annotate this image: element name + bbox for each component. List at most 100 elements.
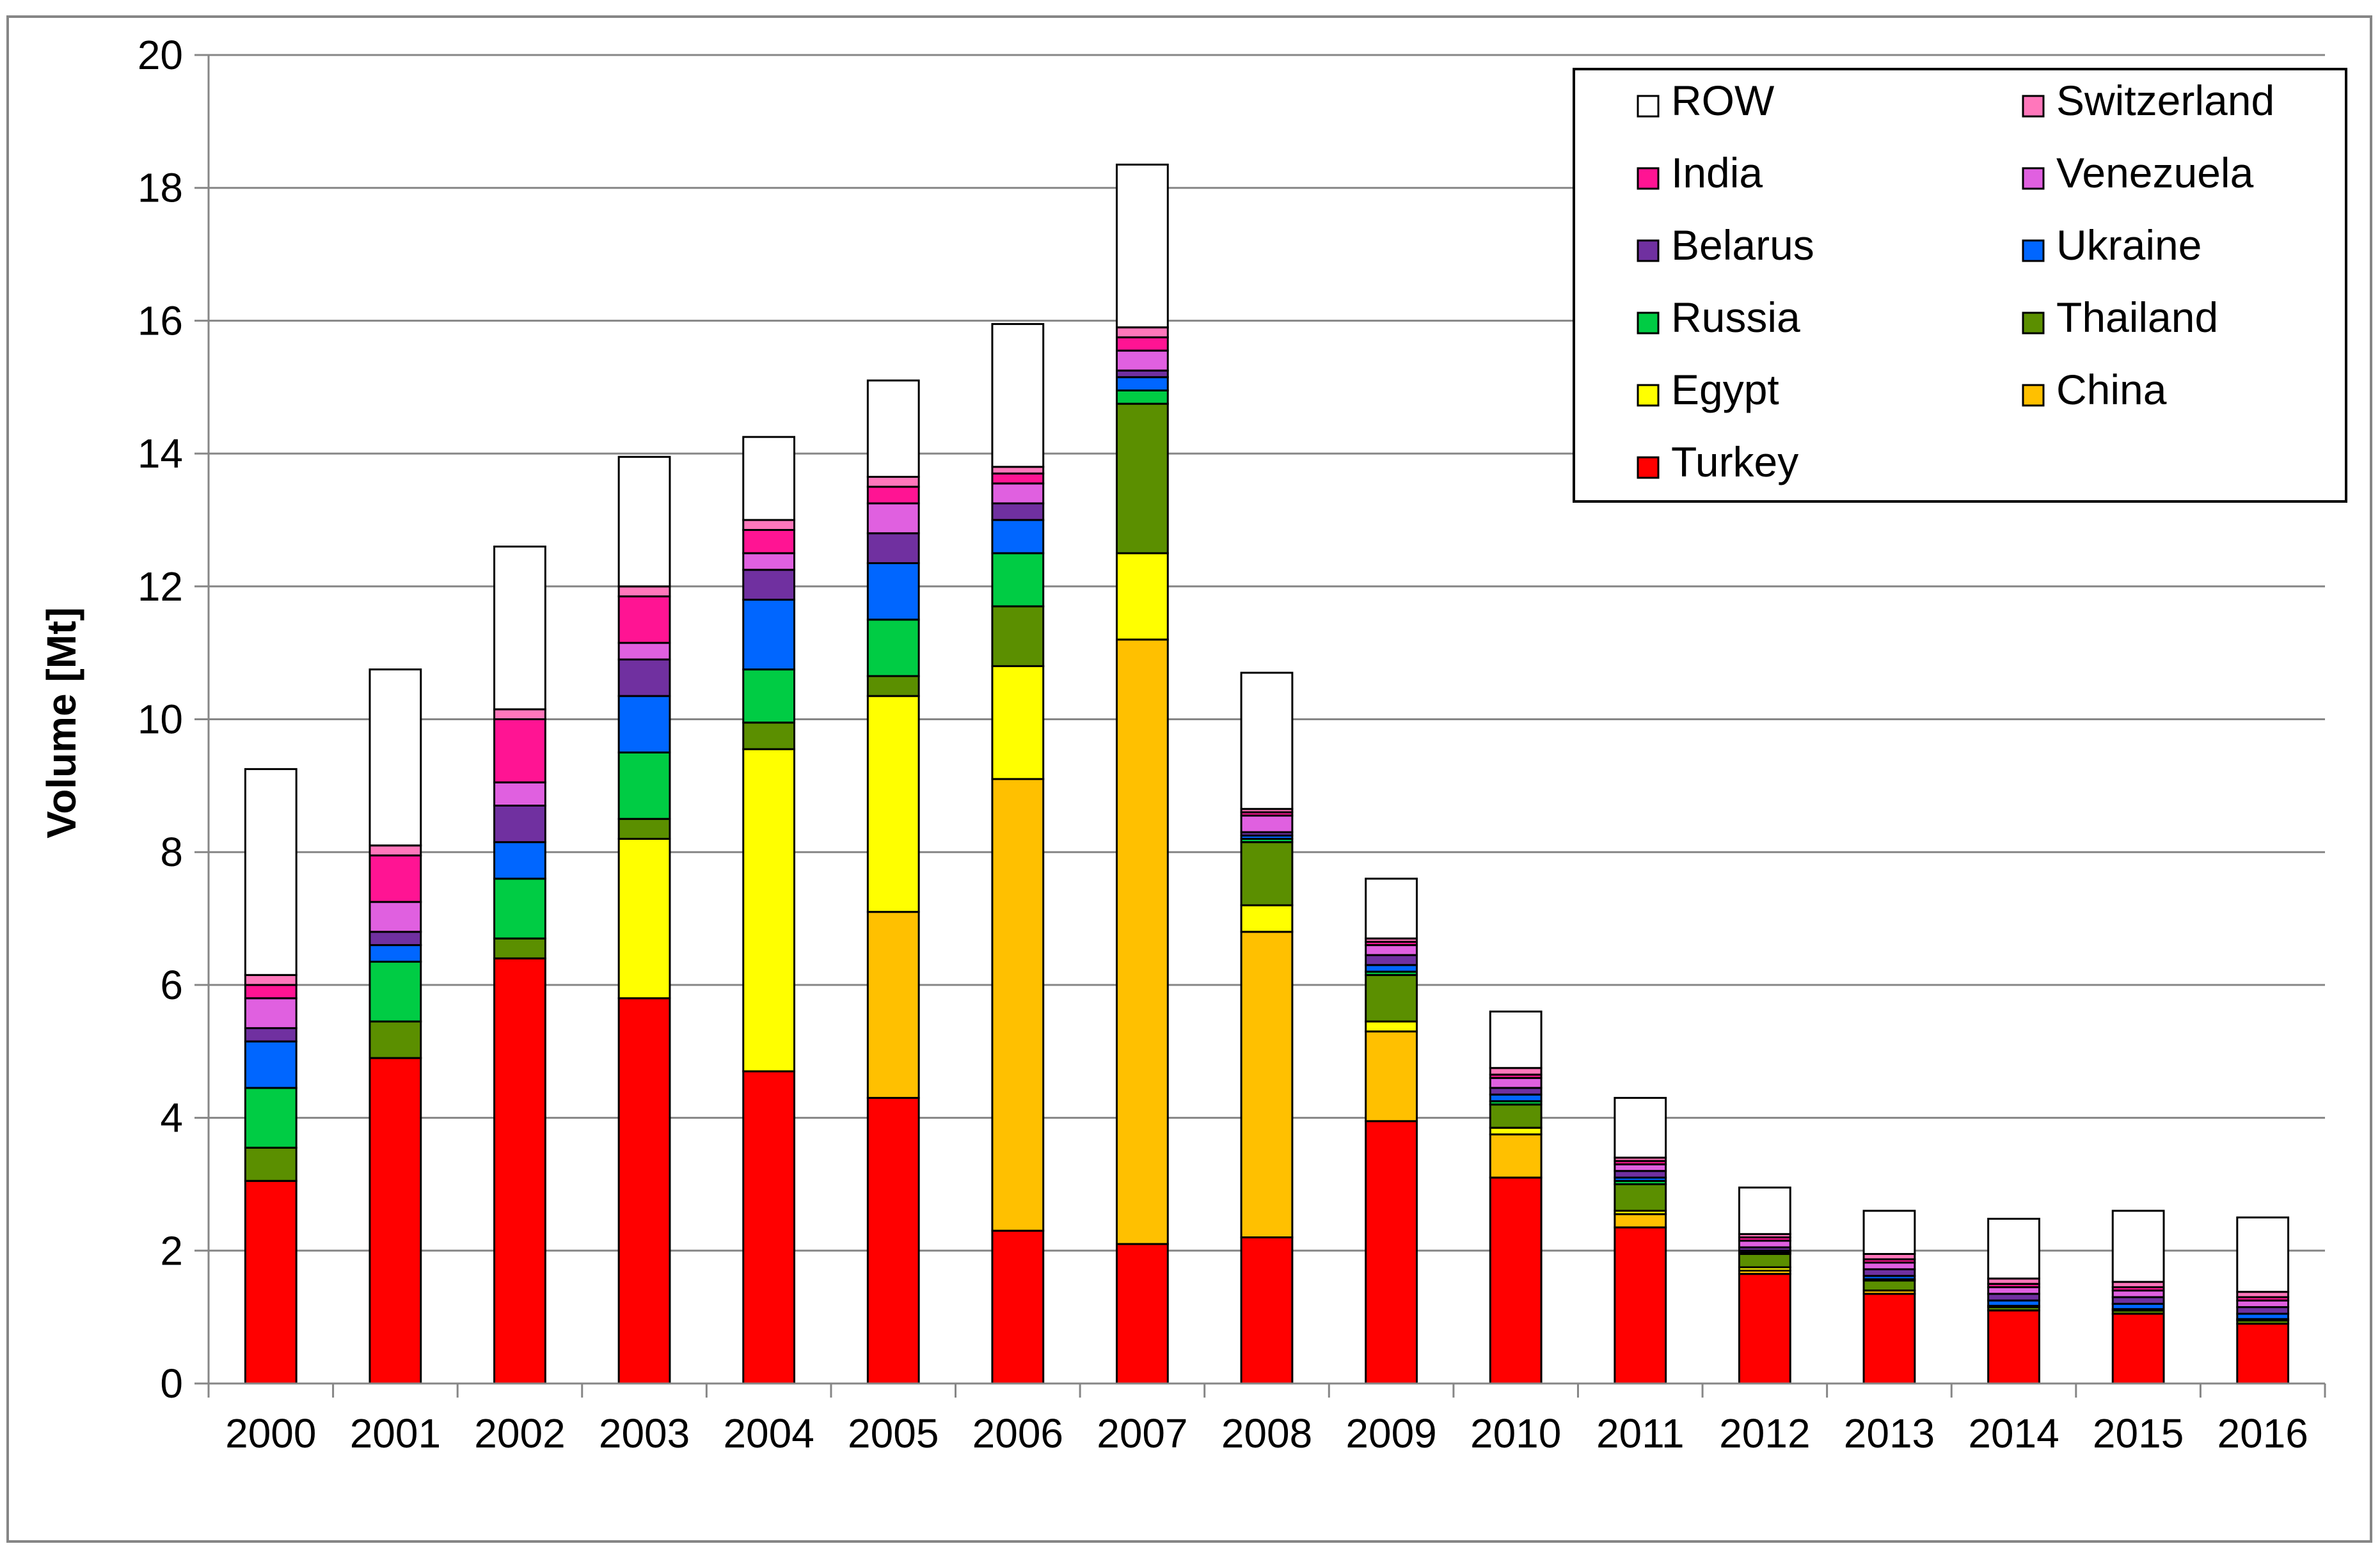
bar-2006-egypt [991,665,1045,780]
bar-2013-turkey [1862,1293,1916,1385]
legend-swatch-turkey [1637,456,1660,479]
y-tick-label-20: 20 [138,32,183,78]
legend-label-belarus: Belarus [1671,221,1814,269]
legend-label-thailand: Thailand [2056,294,2218,341]
y-tick-label-2: 2 [160,1227,183,1273]
legend-label-ukraine: Ukraine [2056,221,2202,269]
bar-2007-belarus [1116,369,1169,379]
bar-2011-venezuela [1614,1163,1667,1172]
legend-label-switzerland: Switzerland [2056,77,2274,124]
bar-2002-russia [493,878,546,940]
bar-2007-turkey [1116,1243,1169,1385]
bar-2007-china [1116,638,1169,1245]
bar-2006-turkey [991,1229,1045,1385]
bar-2011-belarus [1614,1170,1667,1179]
bar-2005-ukraine [866,562,920,621]
bar-2000-row [244,768,298,976]
bar-2012-venezuela [1738,1240,1791,1249]
bar-2004-venezuela [742,552,796,571]
bar-2005-india [866,485,920,505]
bar-2003-switzerland [617,585,671,597]
bar-2011-china [1614,1213,1667,1229]
bar-2006-ukraine [991,519,1045,555]
bars [244,163,2290,1385]
bar-2007-switzerland [1116,326,1169,338]
bar-2000-venezuela [244,997,298,1029]
bar-2004-row [742,436,796,521]
bar-2007-venezuela [1116,349,1169,372]
bar-2010-thailand [1489,1103,1543,1129]
bar-2005-russia [866,619,920,677]
legend-swatch-venezuela [2022,167,2045,190]
legend-label-turkey: Turkey [1671,438,1798,485]
bar-2001-thailand [369,1020,422,1059]
bar-2008-china [1240,931,1294,1239]
bar-2008-venezuela [1240,814,1294,833]
bar-2015-belarus [2111,1296,2165,1305]
bar-2009-china [1365,1030,1418,1123]
legend-swatch-russia [1637,311,1660,335]
y-tick-label-12: 12 [138,564,183,610]
y-tick-label-4: 4 [160,1095,183,1141]
bar-2010-venezuela [1489,1076,1543,1089]
bar-2007-row [1116,163,1169,329]
bar-2000-thailand [244,1146,298,1182]
bar-2004-india [742,529,796,555]
bar-2009-venezuela [1365,944,1418,956]
bar-2004-russia [742,668,796,724]
bar-2016-belarus [2236,1306,2290,1315]
bar-2007-ukraine [1116,376,1169,391]
bar-2013-row [1862,1210,1916,1255]
x-tick-label-2012: 2012 [1719,1410,1810,1456]
bar-2003-russia [617,751,671,820]
bar-2012-row [1738,1186,1791,1235]
bar-2001-russia [369,961,422,1023]
y-tick-label-6: 6 [160,962,183,1008]
bar-2009-belarus [1365,954,1418,966]
bar-2000-russia [244,1087,298,1149]
bar-2015-row [2111,1210,2165,1283]
bar-2016-row [2236,1216,2290,1293]
bar-2007-india [1116,336,1169,352]
legend-swatch-switzerland [2022,95,2045,118]
legend-label-china: China [2056,366,2167,413]
bar-2011-thailand [1614,1183,1667,1212]
legend-box [1573,68,2347,503]
bar-2003-venezuela [617,642,671,661]
y-tick-label-8: 8 [160,829,183,875]
bar-2001-venezuela [369,901,422,933]
bar-2003-belarus [617,658,671,697]
bar-2004-belarus [742,569,796,601]
bar-2001-india [369,854,422,903]
bar-2003-egypt [617,837,671,1000]
bar-2002-belarus [493,805,546,844]
bar-2005-belarus [866,532,920,564]
x-tick-label-2002: 2002 [474,1410,565,1456]
bar-2006-venezuela [991,482,1045,505]
bar-2001-ukraine [369,944,422,963]
bar-2007-russia [1116,389,1169,405]
bar-2000-india [244,984,298,1000]
legend-label-egypt: Egypt [1671,366,1779,413]
legend-label-russia: Russia [1671,294,1800,341]
bar-2006-china [991,778,1045,1232]
bar-2002-ukraine [493,841,546,880]
x-tick-label-2006: 2006 [972,1410,1063,1456]
legend-swatch-ukraine [2022,239,2045,262]
bar-2014-row [1987,1217,2040,1280]
bar-2006-row [991,323,1045,468]
bar-2008-thailand [1240,841,1294,906]
bar-2004-switzerland [742,519,796,532]
bar-2010-belarus [1489,1087,1543,1096]
bar-2003-turkey [617,997,671,1385]
bar-2006-russia [991,552,1045,608]
bar-2009-turkey [1365,1120,1418,1385]
bar-2006-thailand [991,605,1045,667]
y-tick-label-16: 16 [138,297,183,343]
legend-swatch-china [2022,384,2045,407]
bar-2014-turkey [1987,1309,2040,1385]
bar-2005-venezuela [866,502,920,535]
bar-2000-turkey [244,1179,298,1385]
bar-2012-thailand [1738,1252,1791,1268]
bar-2000-belarus [244,1027,298,1043]
